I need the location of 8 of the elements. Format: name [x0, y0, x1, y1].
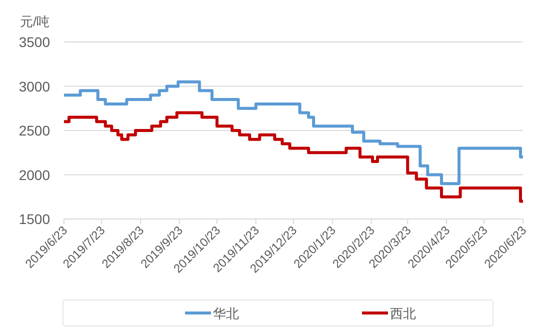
legend-label: 西北 — [390, 306, 416, 321]
y-axis-title: 元/吨 — [20, 14, 50, 29]
y-tick-label: 2500 — [18, 122, 50, 138]
y-tick-label: 1500 — [18, 211, 50, 227]
y-tick-label: 3500 — [18, 34, 50, 50]
y-tick-label: 3000 — [18, 78, 50, 94]
y-tick-label: 2000 — [18, 166, 50, 183]
legend-label: 华北 — [213, 306, 239, 321]
